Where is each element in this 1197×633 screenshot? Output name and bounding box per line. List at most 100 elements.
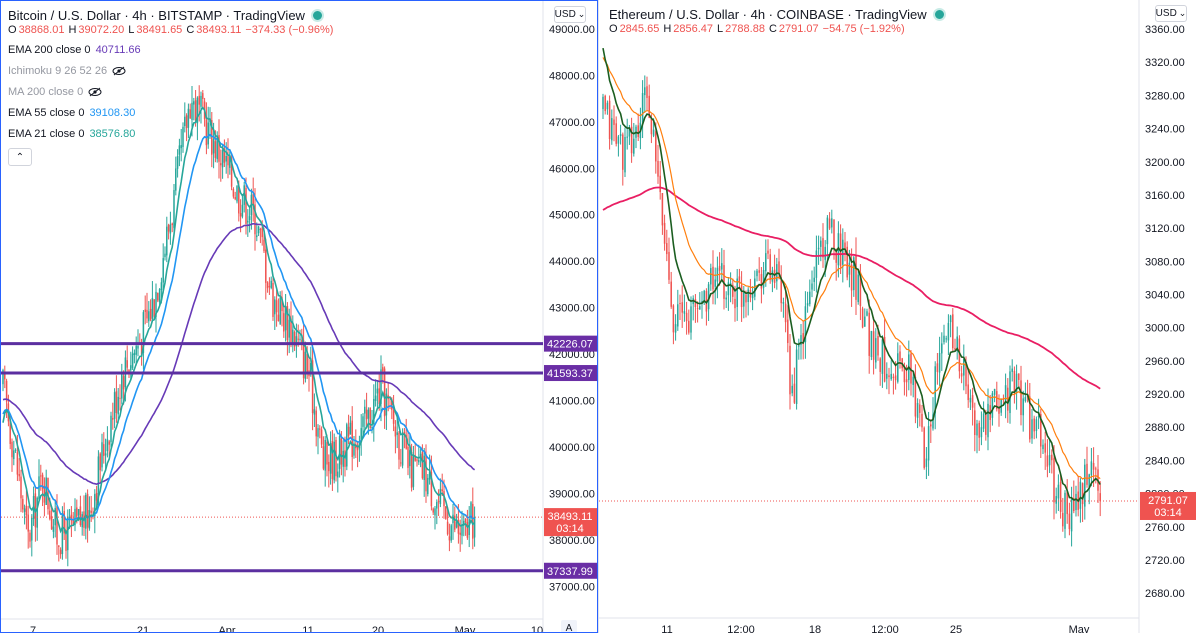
candle-body [427, 477, 429, 495]
level-price-label: 37337.99 [547, 566, 593, 578]
candle-body [113, 392, 116, 419]
candle-body [257, 226, 260, 234]
candle-body [403, 431, 406, 436]
candle-body [993, 388, 996, 395]
candle-body [178, 145, 181, 155]
eth-chart-canvas[interactable]: 2680.002720.002760.002800.002840.002880.… [599, 0, 1197, 633]
candle-body [875, 338, 877, 363]
candle-body [1044, 443, 1046, 453]
candle-body [976, 423, 978, 436]
candle-body [648, 95, 650, 118]
candle-body [49, 510, 51, 519]
candle-body [5, 380, 8, 402]
candle-body [1011, 368, 1013, 372]
candle-body [2, 369, 4, 385]
candle-body [859, 272, 862, 307]
candle-body [283, 313, 285, 332]
candle-body [94, 494, 96, 517]
candle-body [802, 333, 804, 345]
candle-body [879, 358, 881, 372]
collapse-legend-button[interactable]: ⌃ [8, 148, 32, 166]
indicator-row[interactable]: MA 200 close 0 [8, 81, 335, 102]
candle-body [846, 246, 848, 278]
candle-body [894, 375, 897, 381]
candle-body [216, 137, 218, 160]
candle-body [789, 345, 791, 395]
btc-chart-pane[interactable]: 37000.00 38000.00 39000.00 40000.00 41000.00… [0, 0, 598, 633]
indicator-row[interactable]: EMA 55 close 0 39108.30 [8, 102, 335, 123]
candle-body [218, 135, 220, 162]
candle-body [443, 491, 445, 507]
candle-body [762, 269, 765, 288]
candle-body [410, 451, 413, 488]
last-price-label: 38493.11 [547, 511, 592, 523]
eth-chart-pane[interactable]: 2680.002720.002760.002800.002840.002880.… [598, 0, 1197, 633]
candle-body [795, 349, 798, 405]
candle-body [13, 450, 15, 460]
candle-body [166, 226, 168, 256]
candle-body [103, 444, 105, 456]
eth-currency-button[interactable]: USD ⌄ [1155, 5, 1187, 22]
candle-body [158, 289, 161, 302]
candle-body [1070, 499, 1073, 532]
y-tick-label: 49000.00 [549, 24, 595, 36]
indicator-row[interactable]: Ichimoku 9 26 52 26 [8, 60, 335, 81]
candle-body [194, 100, 197, 121]
eth-ohlc: O 2845.65 H 2856.47 L 2788.88 C 2791.07 −54.… [609, 23, 946, 38]
candle-body [144, 309, 146, 313]
candle-body [965, 361, 967, 387]
candle-body [659, 175, 661, 193]
y-tick-label: 48000.00 [549, 70, 595, 82]
candle-body [710, 268, 712, 285]
btc-chart-canvas[interactable]: 37000.00 38000.00 39000.00 40000.00 41000.00… [1, 1, 598, 633]
candle-body [238, 185, 240, 214]
candle-body [119, 397, 121, 399]
candle-body [1024, 397, 1027, 402]
candle-body [401, 432, 404, 466]
candle-body [872, 331, 875, 360]
candle-body [454, 515, 456, 530]
candle-body [189, 109, 191, 119]
y-tick-label: 40000.00 [549, 442, 595, 454]
y-tick-label: 2960.00 [1145, 356, 1185, 368]
candle-body [468, 519, 470, 536]
btc-currency-label: USD [554, 9, 576, 20]
candle-body [688, 320, 690, 333]
candle-body [311, 360, 314, 414]
candle-body [1048, 454, 1051, 466]
hidden-eye-icon[interactable] [112, 66, 126, 76]
hidden-eye-icon[interactable] [88, 87, 102, 97]
candle-body [36, 497, 38, 528]
ohlc-close-label: C [186, 24, 195, 36]
candle-body [690, 306, 692, 333]
candle-body [346, 424, 348, 467]
market-open-dot-icon [310, 8, 324, 22]
x-tick-label: 11 [661, 624, 672, 633]
candle-body [622, 134, 624, 170]
candle-body [106, 439, 109, 452]
candle-body [252, 193, 254, 205]
candle-body [633, 138, 635, 154]
candle-body [394, 426, 397, 437]
indicator-row[interactable]: EMA 21 close 0 38576.80 [8, 123, 335, 144]
candle-body [707, 284, 710, 310]
btc-currency-button[interactable]: USD ⌄ [554, 6, 586, 23]
btc-chart-title: Bitcoin / U.S. Dollar · 4h · BITSTAMP · … [8, 7, 305, 23]
candle-body [1053, 458, 1055, 503]
candle-body [969, 397, 972, 403]
candle-body [135, 345, 137, 355]
candle-body [371, 426, 373, 429]
candle-body [356, 447, 359, 451]
candle-body [310, 362, 312, 375]
eth-legend: Ethereum / U.S. Dollar · 4h · COINBASE ·… [609, 5, 946, 38]
x-tick-label: May [455, 625, 476, 633]
candle-body [196, 97, 199, 124]
indicator-row[interactable]: EMA 200 close 0 40711.66 [8, 39, 335, 60]
candle-body [275, 300, 278, 313]
y-tick-label: 2760.00 [1145, 522, 1185, 534]
eth-currency-label: USD [1155, 8, 1177, 19]
candle-body [679, 302, 681, 305]
candle-body [418, 459, 420, 463]
candle-body [611, 118, 613, 141]
candle-body [421, 452, 424, 479]
